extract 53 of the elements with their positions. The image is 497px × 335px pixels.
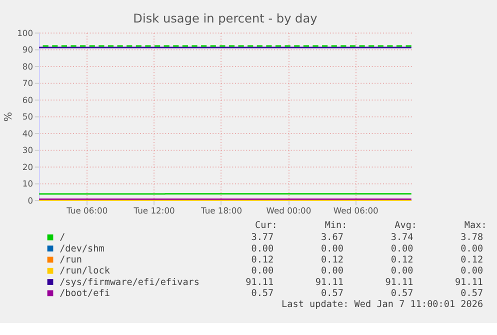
legend-label: /run/lock: [60, 266, 110, 277]
x-tick-label: Wed 06:00: [333, 206, 378, 216]
text: 0.00: [460, 266, 484, 277]
y-tick-label: 70: [22, 78, 34, 88]
x-tick-label: Tue 12:00: [132, 206, 175, 216]
y-tick-label: 30: [22, 145, 34, 156]
y-tick-label: 0: [28, 195, 34, 206]
legend-label: /dev/shm: [60, 243, 105, 254]
legend-label: /sys/firmware/efi/efivars: [60, 276, 200, 288]
text: Cur:: [255, 220, 278, 232]
y-tick-label: 90: [22, 44, 34, 55]
text: Avg:: [394, 220, 418, 232]
text: 91.11: [455, 276, 484, 288]
legend-label: /: [60, 232, 66, 244]
y-tick-label: 20: [22, 162, 34, 172]
text: 91.11: [246, 276, 274, 288]
text: 0.12: [321, 254, 344, 266]
y-tick-label: 100: [17, 28, 34, 38]
text: 0.57: [390, 288, 414, 299]
chart-title: Disk usage in percent - by day: [133, 11, 318, 26]
text: 0.00: [251, 266, 274, 277]
legend-label: /boot/efi: [60, 288, 110, 299]
text: 3.78: [460, 232, 484, 244]
y-tick-label: 50: [22, 112, 34, 122]
y-tick-label: 40: [22, 128, 34, 138]
text: 0.57: [251, 288, 274, 299]
text: 0.57: [321, 288, 344, 299]
text: 0.12: [390, 254, 414, 266]
y-tick-label: 80: [22, 61, 34, 72]
text: 0.00: [390, 243, 414, 254]
text: 0.00: [390, 266, 414, 277]
text: 0.00: [321, 266, 344, 277]
y-tick-label: 10: [22, 178, 34, 189]
text: Min:: [324, 220, 348, 232]
text: 0.00: [460, 243, 484, 254]
x-tick-label: Tue 06:00: [66, 206, 108, 216]
text: 3.77: [251, 232, 274, 244]
text: 91.11: [315, 276, 344, 288]
x-tick-label: Wed 00:00: [266, 206, 312, 216]
text: 0.57: [460, 288, 484, 299]
legend-label: /run: [60, 254, 82, 266]
text: 91.11: [385, 276, 414, 288]
x-tick-label: Tue 18:00: [200, 206, 242, 216]
text: 0.12: [460, 254, 484, 266]
text: 3.67: [321, 232, 344, 244]
y-axis-title: %: [3, 112, 14, 122]
text: Last update: Wed Jan 7 11:00:01 2026: [282, 299, 484, 310]
text: 0.12: [251, 254, 274, 266]
text: 0.00: [321, 243, 344, 254]
text: 3.74: [390, 232, 414, 244]
text: 0.00: [251, 243, 274, 254]
y-tick-label: 60: [22, 94, 34, 105]
text: Max:: [464, 220, 487, 232]
